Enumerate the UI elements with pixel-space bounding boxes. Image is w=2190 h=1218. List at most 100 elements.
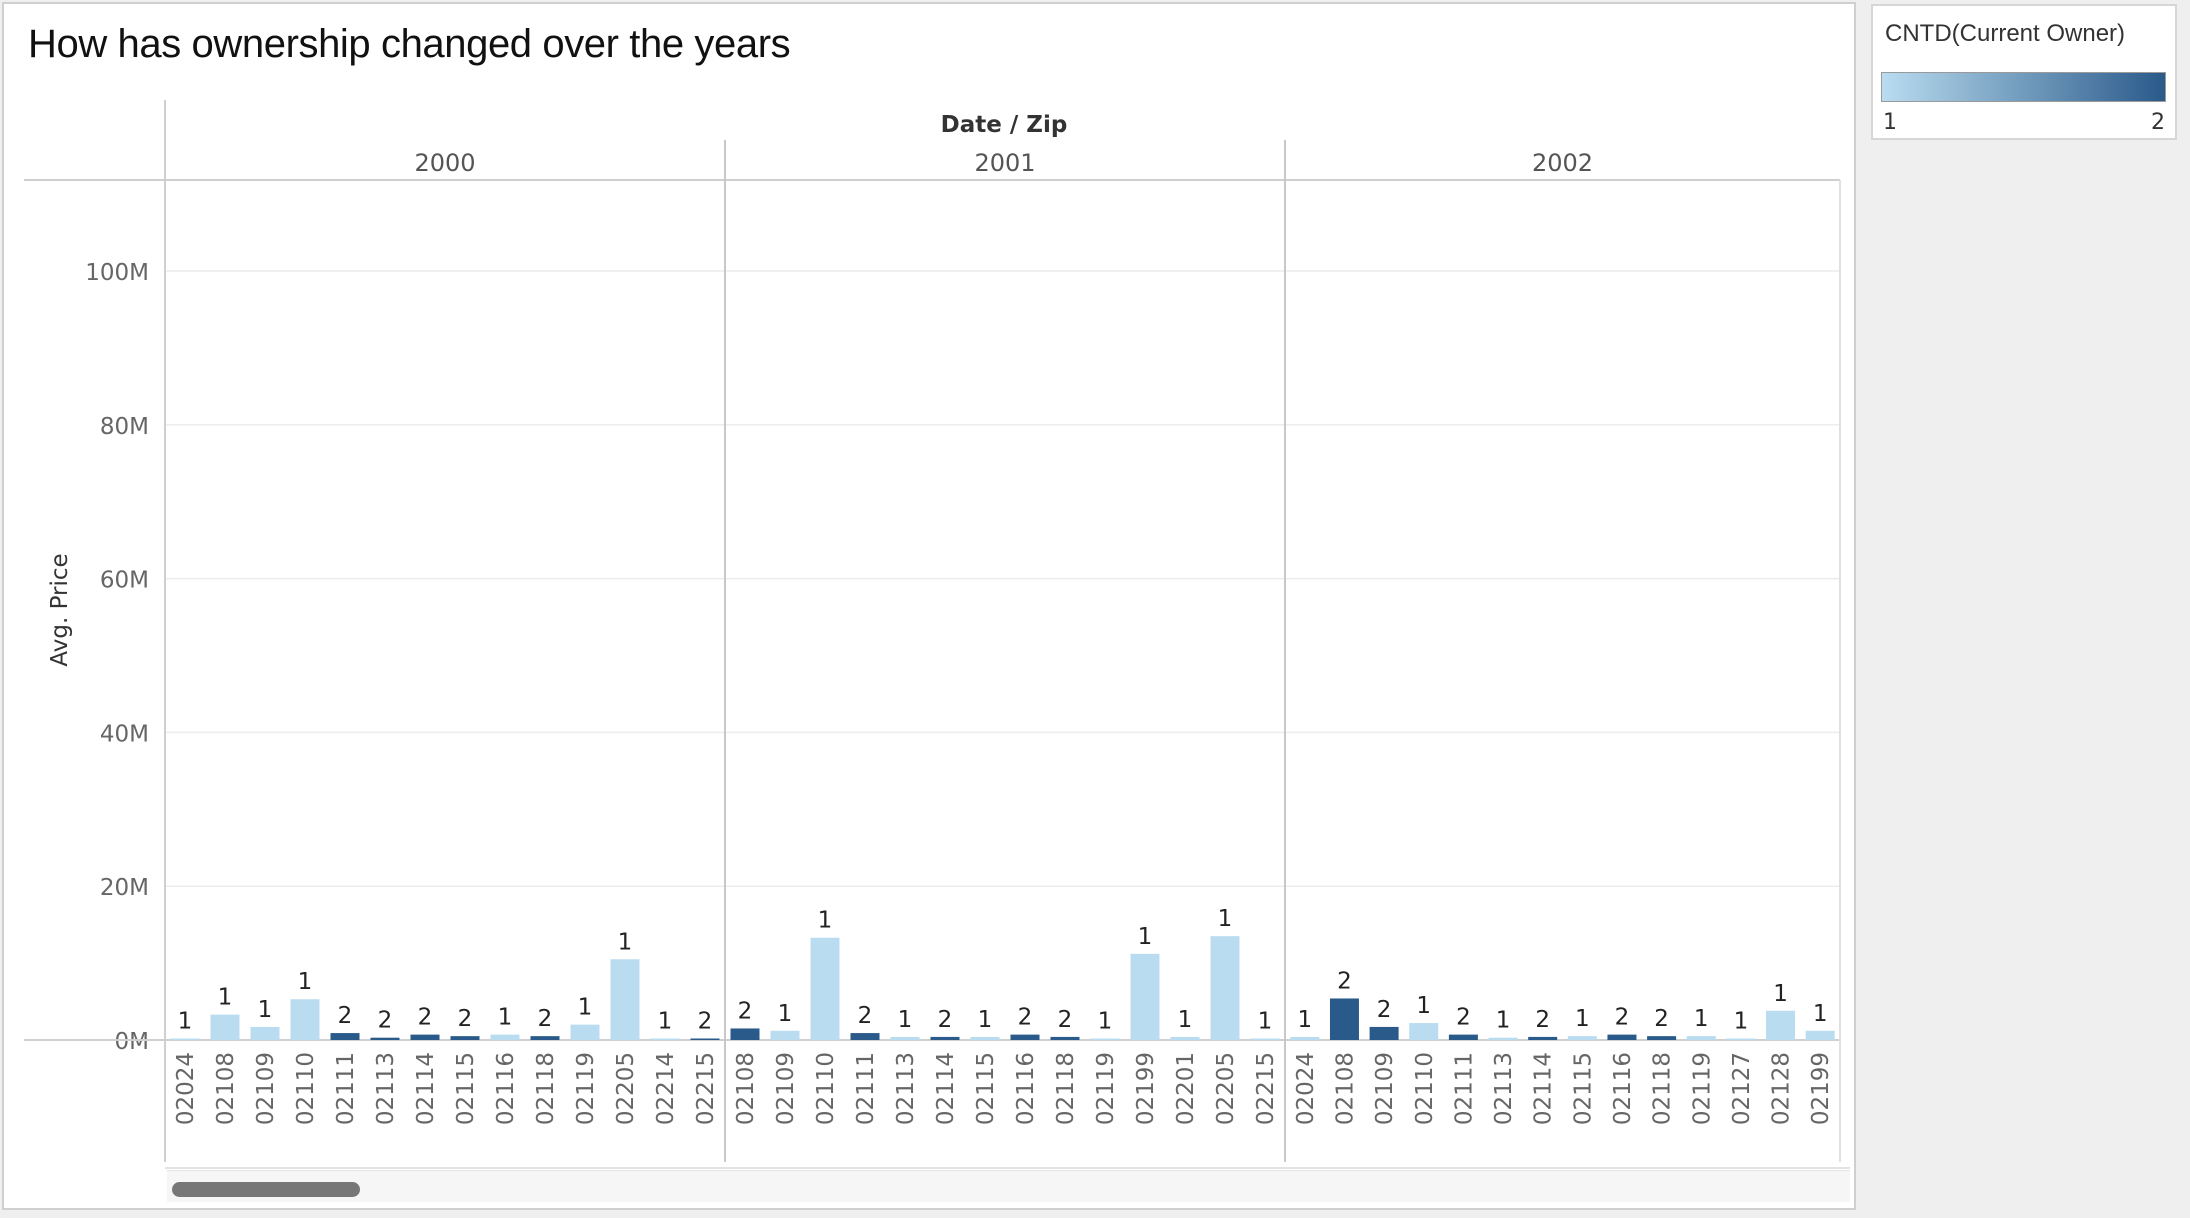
bar-2000-02109[interactable] <box>250 1026 280 1040</box>
x-tick-label: 02115 <box>973 1052 999 1125</box>
bar-2001-02118[interactable] <box>1050 1036 1080 1040</box>
x-tick-label: 02119 <box>1689 1052 1715 1125</box>
bar-2001-02116[interactable] <box>1010 1034 1040 1040</box>
color-legend: CNTD(Current Owner) 1 2 <box>1871 4 2177 140</box>
scrollbar-thumb[interactable] <box>172 1182 360 1197</box>
bar-2001-02110[interactable] <box>810 937 840 1040</box>
x-tick-label: 02024 <box>1293 1052 1319 1125</box>
x-tick-label: 02115 <box>453 1052 479 1125</box>
bar-2002-02024[interactable] <box>1290 1036 1320 1040</box>
y-tick-label: 20M <box>100 875 149 901</box>
bar-2002-02113[interactable] <box>1488 1037 1518 1040</box>
bar-2002-02118[interactable] <box>1647 1036 1677 1040</box>
x-tick-label: 02215 <box>693 1052 719 1125</box>
bar-2000-02119[interactable] <box>570 1024 600 1040</box>
bar-2000-02214[interactable] <box>650 1038 680 1041</box>
x-tick-label: 02108 <box>1332 1052 1358 1125</box>
bar-2001-02108[interactable] <box>730 1028 760 1040</box>
y-tick-label: 80M <box>100 414 149 440</box>
year-header-2001: 2001 <box>974 149 1035 177</box>
bar-2002-02116[interactable] <box>1607 1034 1637 1040</box>
bar-2002-02114[interactable] <box>1528 1036 1558 1040</box>
data-label: 2 <box>458 1006 473 1032</box>
x-tick-label: 02127 <box>1729 1052 1755 1125</box>
y-tick-label: 0M <box>115 1029 149 1055</box>
x-tick-label: 02116 <box>493 1052 519 1125</box>
x-tick-label: 02205 <box>1213 1052 1239 1125</box>
bar-2002-02110[interactable] <box>1409 1023 1439 1040</box>
x-tick-label: 02118 <box>1053 1052 1079 1125</box>
bar-2001-02114[interactable] <box>930 1036 960 1040</box>
bar-2001-02215[interactable] <box>1250 1038 1280 1040</box>
bar-2002-02119[interactable] <box>1686 1036 1716 1040</box>
bar-2000-02114[interactable] <box>410 1034 440 1040</box>
bar-2000-02215[interactable] <box>690 1038 720 1041</box>
bar-2001-02205[interactable] <box>1210 936 1240 1040</box>
bar-2002-02128[interactable] <box>1766 1010 1796 1040</box>
x-tick-label: 02114 <box>1531 1052 1557 1125</box>
y-tick-label: 60M <box>100 568 149 594</box>
data-label: 1 <box>1298 1007 1313 1033</box>
bar-2000-02024[interactable] <box>170 1038 200 1041</box>
data-label: 1 <box>1773 981 1788 1007</box>
bar-2001-02115[interactable] <box>970 1036 1000 1040</box>
x-tick-label: 02205 <box>613 1052 639 1125</box>
bar-2001-02109[interactable] <box>770 1030 800 1040</box>
bar-2002-02111[interactable] <box>1448 1034 1478 1040</box>
data-label: 2 <box>1337 968 1352 994</box>
data-label: 2 <box>418 1005 433 1031</box>
bar-2000-02115[interactable] <box>450 1036 480 1040</box>
x-tick-label: 02113 <box>373 1052 399 1125</box>
bar-2001-02113[interactable] <box>890 1036 920 1040</box>
bar-2002-02115[interactable] <box>1567 1036 1597 1040</box>
data-label: 1 <box>1575 1006 1590 1032</box>
data-label: 1 <box>298 969 313 995</box>
bar-2002-02109[interactable] <box>1369 1026 1399 1040</box>
legend-gradient <box>1881 72 2166 102</box>
x-tick-label: 02116 <box>1610 1052 1636 1125</box>
data-label: 2 <box>698 1009 713 1035</box>
data-label: 2 <box>1058 1007 1073 1033</box>
data-label: 1 <box>898 1007 913 1033</box>
bar-2001-02111[interactable] <box>850 1033 880 1040</box>
data-label: 1 <box>1416 993 1431 1019</box>
bar-2002-02199[interactable] <box>1805 1030 1835 1040</box>
bar-2000-02118[interactable] <box>530 1036 560 1040</box>
data-label: 1 <box>1734 1009 1749 1035</box>
x-tick-label: 02199 <box>1133 1052 1159 1125</box>
x-tick-label: 02111 <box>853 1052 879 1125</box>
data-label: 2 <box>1377 997 1392 1023</box>
bar-2000-02111[interactable] <box>330 1033 360 1040</box>
bar-2000-02108[interactable] <box>210 1014 240 1040</box>
x-tick-label: 02024 <box>173 1052 199 1125</box>
bar-2002-02108[interactable] <box>1329 998 1359 1040</box>
bar-2001-02199[interactable] <box>1130 953 1160 1040</box>
data-label: 1 <box>1258 1008 1273 1034</box>
bar-2000-02116[interactable] <box>490 1034 520 1040</box>
x-tick-label: 02118 <box>533 1052 559 1125</box>
data-label: 1 <box>778 1001 793 1027</box>
bar-2002-02127[interactable] <box>1726 1038 1756 1041</box>
horizontal-scrollbar[interactable] <box>167 1170 1850 1202</box>
bar-2001-02201[interactable] <box>1170 1036 1200 1040</box>
bar-2000-02205[interactable] <box>610 959 640 1040</box>
x-tick-label: 02111 <box>1451 1052 1477 1125</box>
legend-max-label: 2 <box>2151 110 2165 135</box>
x-tick-label: 02215 <box>1253 1052 1279 1125</box>
data-label: 2 <box>738 998 753 1024</box>
bar-2000-02113[interactable] <box>370 1037 400 1040</box>
bar-2000-02110[interactable] <box>290 999 320 1040</box>
data-label: 1 <box>1218 906 1233 932</box>
bar-2001-02119[interactable] <box>1090 1038 1120 1041</box>
x-tick-label: 02108 <box>213 1052 239 1125</box>
x-tick-label: 02115 <box>1570 1052 1596 1125</box>
data-label: 1 <box>1138 924 1153 950</box>
chart-title: How has ownership changed over the years <box>28 22 791 66</box>
data-label: 1 <box>1813 1001 1828 1027</box>
x-tick-label: 02116 <box>1013 1052 1039 1125</box>
data-label: 1 <box>498 1005 513 1031</box>
column-header: Date / Zip <box>941 112 1068 138</box>
data-label: 2 <box>858 1003 873 1029</box>
